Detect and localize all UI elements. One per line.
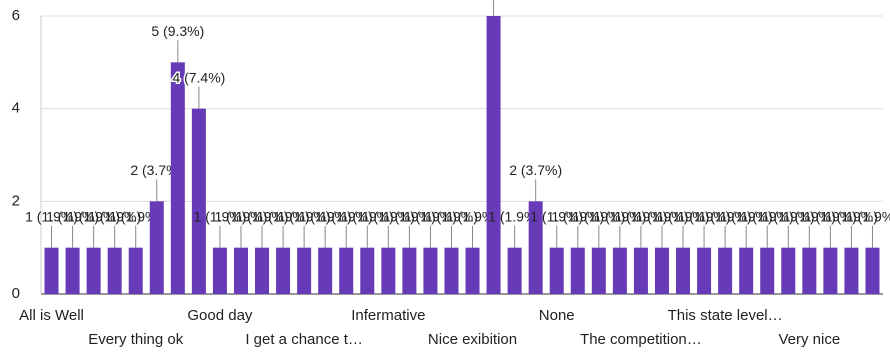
value-label: 1 (1.9%): [762, 208, 815, 224]
bar: [444, 247, 459, 294]
value-label: 1 (1.9%): [215, 208, 268, 224]
bar: [718, 247, 733, 294]
value-label: 1 (1.9%): [46, 208, 99, 224]
value-label: 1 (1.9%): [193, 208, 246, 224]
x-tick-label: Nice exibition: [428, 331, 517, 348]
bar: [486, 16, 501, 294]
value-label: 1 (1.9%): [804, 208, 857, 224]
bar: [612, 247, 627, 294]
bar: [507, 247, 522, 294]
x-tick-label: Good day: [187, 307, 253, 324]
value-label: 1 (1.9%): [299, 208, 352, 224]
value-label: 1 (1.9%): [109, 208, 162, 224]
bar: [423, 247, 438, 294]
value-label: 5 (9.3%): [151, 23, 204, 39]
bar: [360, 247, 375, 294]
value-label: 2 (3.7%): [509, 162, 562, 178]
bar: [697, 247, 712, 294]
value-label: 1 (1.9%): [530, 208, 583, 224]
y-tick-label: 4: [12, 100, 20, 117]
x-tick-label: The competition…: [580, 331, 702, 348]
value-label: 1 (1.9%): [614, 208, 667, 224]
value-label: 1 (1.9%): [699, 208, 752, 224]
bar: [233, 247, 248, 294]
x-tick-label: Infermative: [351, 307, 425, 324]
bar: [276, 247, 291, 294]
bar: [339, 247, 354, 294]
value-label: 1 (1.9%): [551, 208, 604, 224]
value-label: 1 (1.9%): [425, 208, 478, 224]
bar: [781, 247, 796, 294]
value-label: 1 (1.9%): [741, 208, 794, 224]
value-label: 1 (1.9%): [341, 208, 394, 224]
bar: [591, 247, 606, 294]
y-tick-label: 0: [12, 285, 20, 302]
bar: [865, 247, 880, 294]
x-tick-label: Very nice: [778, 331, 840, 348]
y-tick-label: 6: [12, 7, 20, 24]
value-label: 1 (1.9%): [362, 208, 415, 224]
x-tick-label: None: [539, 307, 575, 324]
x-tick-label: I get a chance t…: [245, 331, 363, 348]
x-tick-label: All is Well: [19, 307, 84, 324]
value-label: 1 (1.9%): [636, 208, 689, 224]
x-tick-label: Every thing ok: [88, 331, 184, 348]
value-label: 4 (7.4%): [172, 69, 225, 85]
bar: [149, 201, 164, 294]
bar: [676, 247, 691, 294]
bar: [633, 247, 648, 294]
y-tick-label: 2: [12, 192, 20, 209]
bar: [823, 247, 838, 294]
bar: [402, 247, 417, 294]
value-label: 1 (1.9%): [236, 208, 289, 224]
bar: [760, 247, 775, 294]
value-label: 1 (1.9%): [720, 208, 773, 224]
bar: [802, 247, 817, 294]
bar: [528, 201, 543, 294]
value-label: 1 (1.9%): [25, 208, 78, 224]
bar: [65, 247, 80, 294]
bar: [739, 247, 754, 294]
value-label: 1 (1.9%): [383, 208, 436, 224]
bar: [381, 247, 396, 294]
bar: [86, 247, 101, 294]
value-label: 1 (1.9%): [783, 208, 836, 224]
bar: [170, 62, 185, 295]
bar: [212, 247, 227, 294]
value-label: 1 (1.9%): [446, 208, 499, 224]
value-label: 1 (1.9%): [320, 208, 373, 224]
value-label: 1 (1.9%): [657, 208, 710, 224]
value-label: 1 (1.9%): [825, 208, 878, 224]
bar: [549, 247, 564, 294]
bar: [844, 247, 859, 294]
bar: [570, 247, 585, 294]
value-label: 1 (1.9%): [572, 208, 625, 224]
value-label: 1 (1.9%): [278, 208, 331, 224]
bar: [191, 108, 206, 295]
value-label: 1 (1.9%): [404, 208, 457, 224]
bar: [107, 247, 122, 294]
bar: [465, 247, 480, 294]
x-tick-label: This state level…: [668, 307, 783, 324]
value-label: 1 (1.9%): [488, 208, 541, 224]
bar: [255, 247, 270, 294]
bar: [654, 247, 669, 294]
value-label: 1 (1.9%): [678, 208, 731, 224]
value-label: 1 (1.9%): [88, 208, 141, 224]
bar: [128, 247, 143, 294]
bar: [44, 247, 59, 294]
value-label: 1 (1.9%): [593, 208, 646, 224]
bar: [318, 247, 333, 294]
value-label: 1 (1.9%): [846, 208, 890, 224]
value-label: 2 (3.7%): [130, 162, 183, 178]
value-label: 1 (1.9%): [67, 208, 120, 224]
value-label: 1 (1.9%): [257, 208, 310, 224]
bar: [297, 247, 312, 294]
